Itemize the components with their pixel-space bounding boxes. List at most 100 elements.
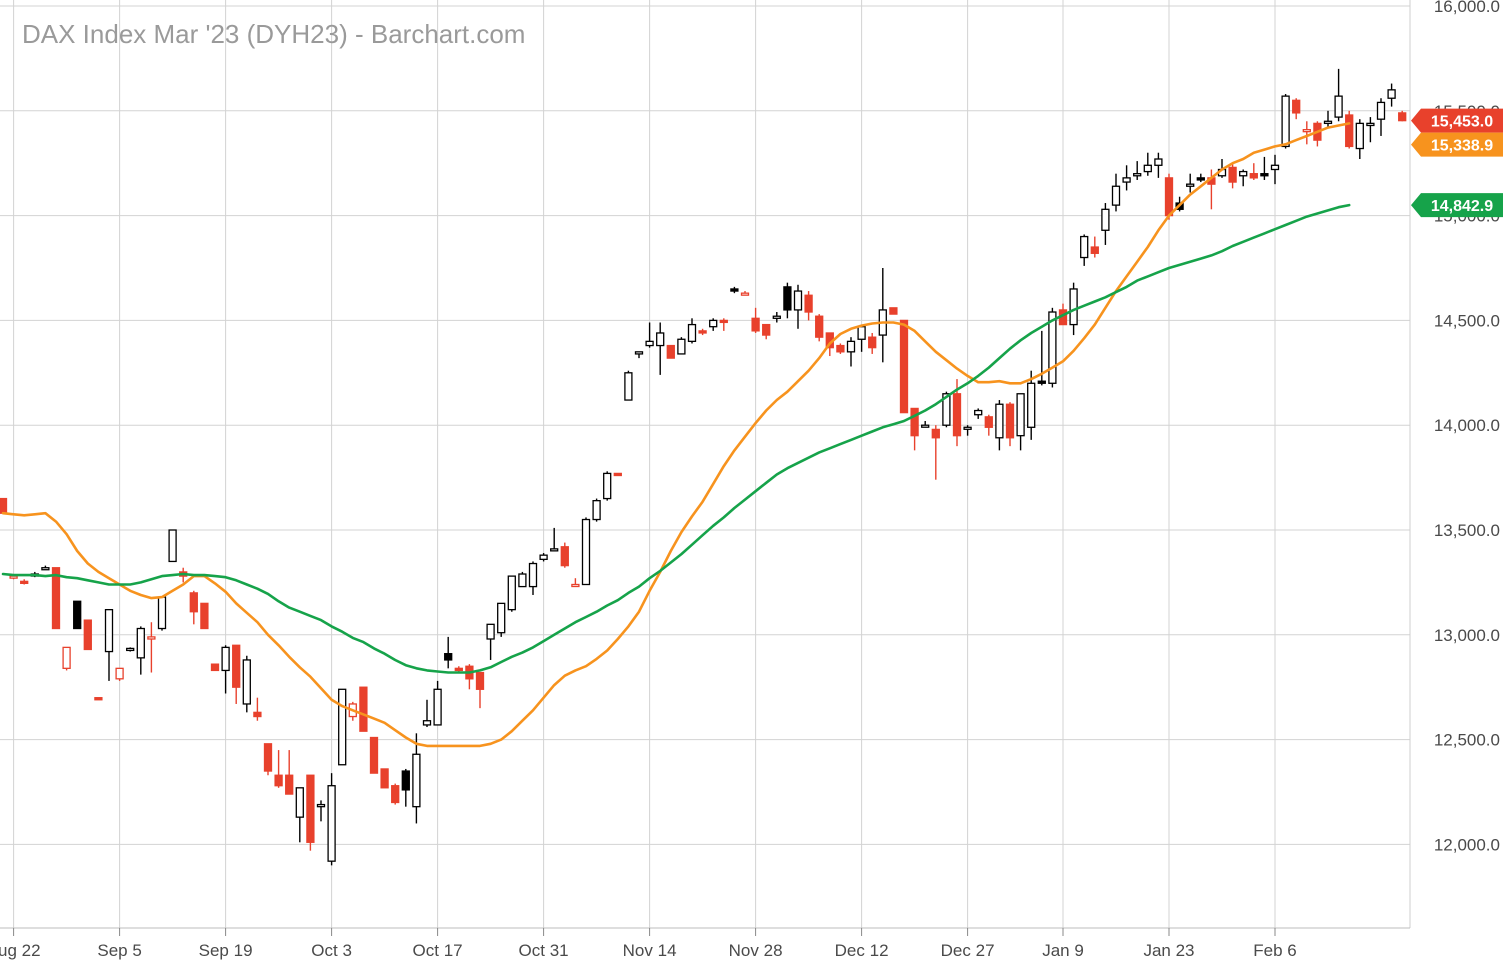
candle-body — [1387, 89, 1396, 99]
candle-body — [263, 743, 273, 772]
candle-body — [369, 736, 379, 774]
candle-body — [645, 340, 654, 347]
candle-body — [899, 319, 909, 414]
candle-body — [613, 472, 622, 477]
candle-body — [931, 428, 940, 439]
candle-body — [793, 290, 803, 311]
candle-body — [581, 518, 591, 586]
moving-average-long-tag: 14,842.9 — [1411, 193, 1503, 218]
y-tick-label: 12,000.0 — [1434, 835, 1500, 854]
candle-body — [995, 403, 1004, 439]
candles — [0, 68, 1407, 866]
candle-body — [1143, 164, 1152, 173]
x-tick-label: Dec 27 — [941, 941, 995, 960]
candle-body — [1228, 166, 1237, 183]
candle-body — [1069, 288, 1078, 326]
candle-body — [189, 592, 198, 613]
candle-body — [910, 407, 919, 437]
price-tag-shape — [1411, 108, 1503, 133]
x-tick-label: Oct 3 — [311, 941, 352, 960]
candle-body — [507, 575, 516, 611]
candle-body — [539, 554, 548, 560]
candle-body — [984, 416, 993, 428]
candle-body — [1249, 173, 1258, 179]
candle-body — [1122, 177, 1131, 183]
candle-body — [1090, 246, 1099, 254]
candle-body — [73, 600, 82, 630]
candle-body — [1154, 158, 1163, 166]
candle-body — [677, 338, 686, 355]
candle-body — [1133, 173, 1142, 177]
candle-body — [719, 319, 728, 324]
candle-body — [550, 548, 559, 552]
candle-body — [1080, 235, 1089, 259]
y-tick-label: 12,500.0 — [1434, 731, 1500, 750]
candle-body — [709, 319, 718, 328]
candle-body — [232, 644, 241, 688]
candle-body — [857, 326, 866, 340]
candle-body — [391, 785, 400, 804]
x-tick-label: Nov 14 — [623, 941, 677, 960]
candle-body — [634, 351, 644, 355]
candle-body — [422, 720, 432, 726]
candle-body — [0, 497, 8, 514]
price-tags: 15,453.0 15,338.9 14,842.9 — [1411, 108, 1503, 218]
candle-body — [444, 653, 453, 661]
moving-average-short-tag: 15,338.9 — [1411, 132, 1503, 157]
candle-body — [528, 562, 538, 588]
candle-body — [475, 671, 485, 690]
candle-body — [41, 567, 50, 571]
candle-body — [783, 286, 792, 311]
candle-body — [20, 580, 29, 585]
candle-body — [942, 393, 951, 426]
candle-body — [1196, 177, 1205, 181]
moving-averages — [1, 122, 1351, 748]
candle-body — [497, 602, 506, 634]
candle-body — [1005, 403, 1015, 439]
candle-body — [486, 623, 495, 640]
candle-body — [126, 647, 135, 652]
candle-body — [83, 619, 92, 651]
candle-body — [62, 646, 71, 669]
candle-body — [221, 646, 230, 672]
candle-body — [1016, 393, 1025, 437]
candle-body — [94, 697, 103, 701]
candle-body — [762, 323, 771, 336]
candle-body — [868, 336, 877, 349]
candle-body — [274, 774, 283, 787]
candle-body — [1355, 122, 1364, 150]
y-tick-label: 14,500.0 — [1434, 311, 1500, 330]
candle-body — [921, 424, 930, 428]
candle-body — [147, 636, 156, 640]
candle-body — [1334, 95, 1343, 118]
candle-body — [1302, 129, 1311, 133]
candle-body — [115, 667, 124, 680]
candle-body — [200, 602, 209, 630]
candle-body — [656, 332, 665, 347]
grid-lines — [0, 0, 1411, 929]
price-tag-label: 15,338.9 — [1431, 138, 1493, 155]
candle-body — [380, 768, 389, 789]
candle-body — [1366, 122, 1375, 127]
candle-body — [242, 659, 251, 705]
candle-body — [846, 340, 856, 353]
candle-body — [1239, 170, 1248, 177]
candle-body — [698, 330, 707, 334]
candle-body — [974, 409, 983, 416]
candle-body — [9, 575, 18, 579]
candle-body — [359, 686, 368, 732]
x-tick-label: Nov 28 — [729, 941, 783, 960]
candle-body — [1111, 185, 1121, 206]
candle-body — [316, 803, 326, 808]
y-tick-label: 13,500.0 — [1434, 521, 1500, 540]
candle-body — [1101, 208, 1110, 231]
candle-body — [730, 288, 739, 292]
candle-body — [136, 627, 145, 659]
candle-body — [952, 393, 962, 437]
candle-body — [889, 307, 898, 315]
candle-body — [624, 372, 633, 401]
x-tick-label: Feb 6 — [1253, 941, 1296, 960]
moving-average-short-line — [1, 122, 1351, 748]
